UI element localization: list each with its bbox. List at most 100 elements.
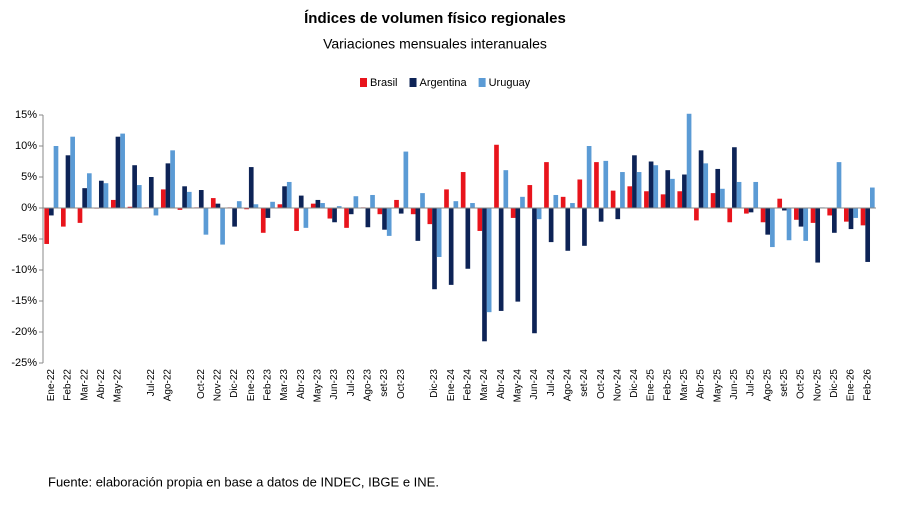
- bar: [44, 208, 49, 244]
- x-tick-label: Oct-24: [596, 369, 607, 399]
- x-tick-label: Jul-24: [546, 369, 557, 397]
- bar: [465, 208, 471, 269]
- bar: [382, 208, 387, 230]
- bar: [532, 208, 537, 334]
- bar: [344, 208, 349, 228]
- bar: [765, 208, 771, 235]
- bar: [777, 198, 783, 208]
- bar: [794, 208, 799, 220]
- x-tick-label: Oct-25: [796, 369, 807, 399]
- bar: [677, 191, 683, 208]
- bar: [853, 208, 859, 218]
- x-tick-label: Jul-22: [146, 369, 157, 397]
- bar: [470, 203, 475, 208]
- bar: [198, 190, 204, 208]
- bar: [553, 194, 559, 208]
- bar: [770, 208, 775, 248]
- x-tick-label: Feb-24: [462, 369, 473, 401]
- bar: [786, 208, 792, 241]
- bar: [432, 208, 437, 290]
- x-tick-label: Ene-22: [46, 369, 57, 402]
- bar: [136, 185, 142, 208]
- x-tick-label: Dic-25: [829, 369, 840, 398]
- bar: [503, 170, 509, 208]
- bar: [215, 203, 221, 208]
- bar: [698, 150, 704, 208]
- y-tick-label: -5%: [17, 233, 37, 245]
- bar: [103, 183, 109, 208]
- x-tick-label: Ene-26: [846, 369, 857, 402]
- x-tick-label: Jun-25: [729, 369, 740, 400]
- bar: [82, 188, 87, 208]
- x-tick-label: set-24: [579, 369, 590, 397]
- bar: [436, 208, 442, 257]
- bar: [236, 201, 242, 208]
- bar: [298, 195, 304, 208]
- x-tick-label: Ago-22: [163, 369, 174, 402]
- x-tick-label: Oct-22: [196, 369, 207, 399]
- bar: [494, 144, 499, 208]
- x-tick-label: Abr-22: [96, 369, 107, 399]
- bar: [98, 180, 104, 208]
- bar: [394, 199, 399, 208]
- bar: [303, 208, 309, 228]
- bar: [860, 208, 866, 226]
- bar: [610, 190, 616, 208]
- y-tick-label: 10%: [15, 140, 37, 152]
- x-tick-label: Jun-23: [329, 369, 340, 400]
- bar: [732, 147, 737, 208]
- bar: [603, 160, 609, 208]
- bar: [203, 208, 209, 235]
- bar: [377, 208, 383, 215]
- bar: [315, 199, 321, 208]
- bar: [398, 208, 404, 214]
- bar: [665, 170, 671, 208]
- bar: [336, 206, 342, 208]
- y-tick-label: -15%: [11, 295, 37, 307]
- bar: [703, 163, 709, 208]
- x-tick-label: Ago-23: [363, 369, 374, 402]
- bar: [753, 181, 759, 208]
- bar: [760, 208, 766, 223]
- x-tick-label: Feb-23: [263, 369, 274, 401]
- bar: [460, 172, 466, 208]
- bar: [282, 186, 287, 208]
- bar: [536, 208, 542, 220]
- bar: [544, 162, 549, 208]
- bar: [353, 196, 359, 208]
- bar: [386, 208, 392, 236]
- bar: [510, 208, 516, 218]
- bar: [644, 191, 649, 208]
- x-tick-label: Mar-22: [79, 369, 90, 401]
- bar: [798, 208, 804, 227]
- x-tick-label: Abr-25: [696, 369, 707, 399]
- bar: [86, 173, 92, 208]
- bar: [320, 203, 325, 208]
- bar: [710, 193, 716, 208]
- x-tick-label: May-25: [712, 369, 723, 403]
- bar: [653, 165, 659, 208]
- bar: [477, 208, 483, 231]
- bar: [627, 186, 633, 208]
- bar: [560, 196, 566, 208]
- x-tick-label: Oct-23: [396, 369, 407, 399]
- bar: [160, 189, 166, 208]
- bar: [210, 198, 216, 208]
- bar: [598, 208, 604, 222]
- x-tick-label: Abr-24: [496, 369, 507, 399]
- bar: [244, 208, 249, 210]
- bar: [310, 203, 316, 208]
- bar: [148, 177, 154, 208]
- bar: [565, 208, 571, 251]
- bar: [810, 208, 816, 223]
- y-tick-label: -10%: [11, 264, 37, 276]
- bar: [182, 186, 187, 208]
- bar: [248, 167, 254, 208]
- bar: [232, 208, 237, 227]
- x-tick-label: Dic-24: [629, 369, 640, 398]
- x-tick-label: May-22: [113, 369, 124, 403]
- legend-label: Argentina: [420, 77, 468, 89]
- bar: [727, 208, 733, 223]
- bar: [186, 191, 192, 208]
